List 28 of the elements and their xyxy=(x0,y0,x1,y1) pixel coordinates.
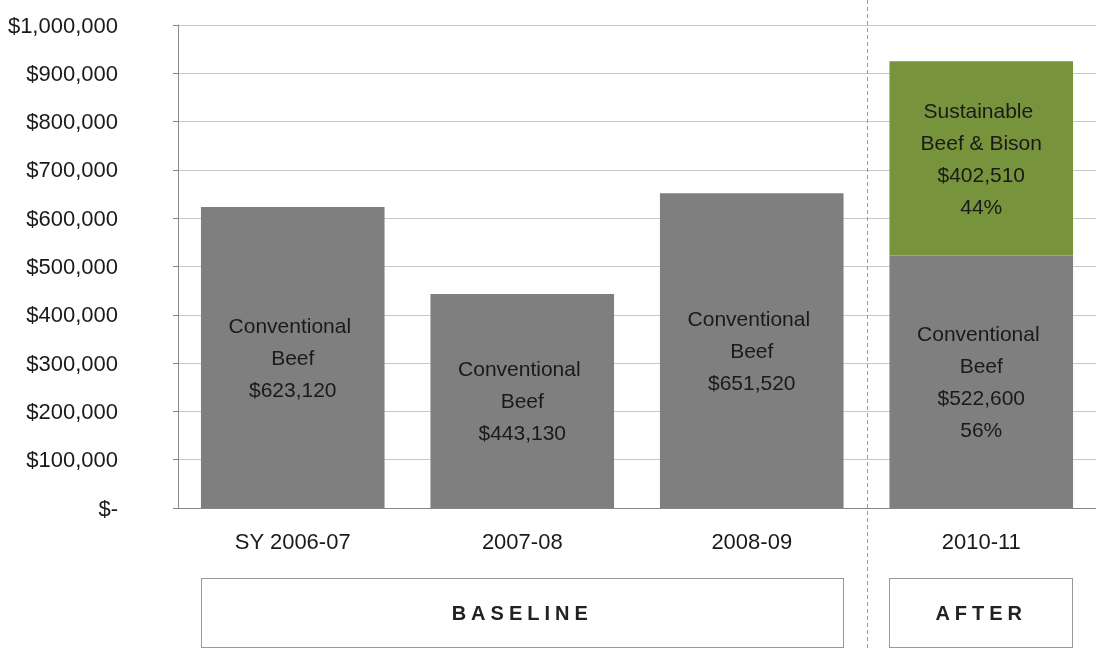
x-tick-label: 2008-09 xyxy=(711,528,793,554)
data-label: $651,520 xyxy=(707,371,796,395)
text: Conventional Beef xyxy=(917,322,1040,378)
x-tick-label: SY 2006-07 xyxy=(234,528,351,554)
y-tick-label: $500,000 xyxy=(26,254,118,279)
data-label: $443,130 xyxy=(478,421,567,445)
data-label: $522,600 56% xyxy=(937,386,1026,442)
y-tick-label: $300,000 xyxy=(26,350,118,376)
y-tick-label: $200,000 xyxy=(26,398,118,424)
y-tick-label: $900,000 xyxy=(26,60,118,86)
text: Conventional Beef xyxy=(458,357,581,413)
text: AFTER xyxy=(889,578,1074,648)
y-tick-label: $700,000 xyxy=(26,157,118,183)
y-tick-label: $- xyxy=(98,495,118,521)
y-tick-label: $800,000 xyxy=(26,109,118,135)
data-label: $402,510 44% xyxy=(937,162,1026,218)
y-tick-label: $100,000 xyxy=(26,447,118,473)
series-label: Conventional Beef xyxy=(687,307,816,363)
data-label: $623,120 xyxy=(248,378,337,402)
x-tick-label: 2010-11 xyxy=(941,528,1021,554)
y-tick-label: $600,000 xyxy=(26,205,118,231)
y-tick-label: $1,000,000 xyxy=(7,12,118,38)
series-label: Sustainable Beef & Bison xyxy=(920,98,1042,154)
x-tick-label: 2007-08 xyxy=(481,528,563,554)
text: BASELINE xyxy=(200,578,844,648)
y-tick-label: $400,000 xyxy=(26,302,118,328)
bar xyxy=(889,61,1074,256)
text: Conventional Beef xyxy=(228,314,352,370)
